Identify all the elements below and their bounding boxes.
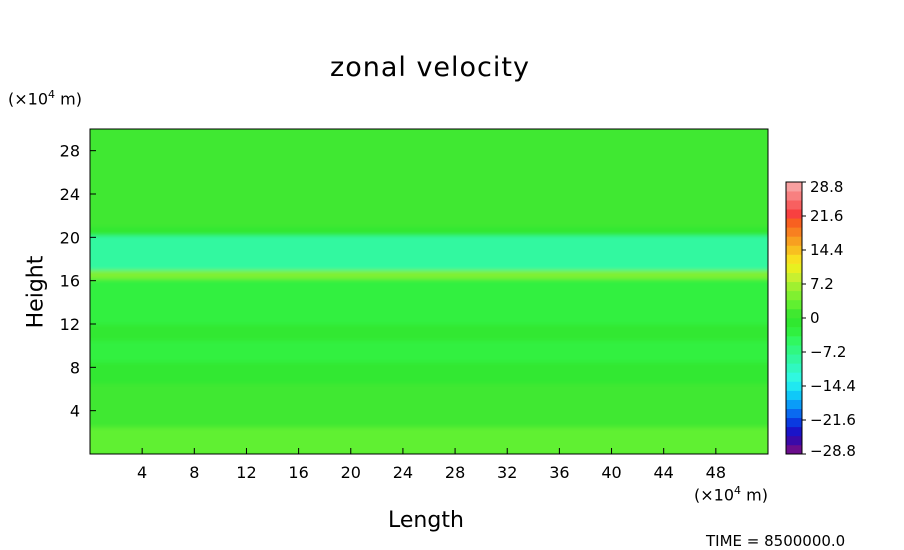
colorbar-swatch — [786, 299, 802, 310]
x-tick-label: 40 — [601, 463, 621, 482]
colorbar-swatch — [786, 245, 802, 255]
plot-frame — [89, 128, 769, 455]
y-axis: 4 8 12 16 20 24 28 — [60, 142, 96, 421]
y-tick-label: 28 — [60, 142, 80, 161]
colorbar-swatch — [786, 444, 802, 455]
x-tick-label: 36 — [549, 463, 569, 482]
colorbar-swatch — [786, 272, 802, 283]
colorbar-label: 21.6 — [810, 207, 843, 225]
colorbar-swatch — [786, 435, 802, 446]
x-tick-label: 28 — [445, 463, 465, 482]
y-tick-label: 20 — [60, 228, 80, 247]
colorbar-label: −14.4 — [810, 377, 856, 395]
colorbar-swatch — [786, 345, 802, 355]
x-tick-label: 20 — [341, 463, 361, 482]
colorbar-swatch — [786, 354, 802, 364]
x-tick-label: 48 — [706, 463, 726, 482]
y-unit-label: (×104 m) — [8, 88, 82, 108]
colorbar-swatch — [786, 200, 802, 210]
y-tick-label: 24 — [60, 185, 80, 204]
colorbar-swatch — [786, 318, 802, 328]
colorbar-swatch — [786, 236, 802, 246]
x-axis: 4 8 12 16 20 24 28 32 36 40 44 48 — [137, 448, 726, 482]
colorbar-label: 14.4 — [810, 241, 843, 259]
colorbar-swatch — [786, 390, 802, 400]
colorbar-swatch — [786, 381, 802, 391]
colorbar-swatch — [786, 417, 802, 428]
y-tick-label: 8 — [70, 358, 80, 377]
y-tick-label: 16 — [60, 272, 80, 291]
colorbar-swatch — [786, 327, 802, 337]
x-tick-label: 4 — [137, 463, 147, 482]
colorbar-swatch — [786, 281, 802, 292]
x-tick-label: 12 — [236, 463, 256, 482]
heatmap-band — [90, 278, 768, 325]
heatmap-band — [90, 383, 768, 428]
colorbar-swatch — [786, 399, 802, 409]
x-unit-text: (×10 — [694, 485, 735, 505]
x-tick-label: 8 — [189, 463, 199, 482]
colorbar: 28.8 21.6 14.4 7.2 0 −7.2 −14.4 −21.6 −28.8 — [785, 178, 856, 460]
x-tick-label: 44 — [654, 463, 674, 482]
heatmap-band — [90, 129, 768, 227]
colorbar-label: −21.6 — [810, 411, 856, 429]
heatmap-band — [90, 361, 768, 385]
y-unit-exponent: 4 — [48, 88, 56, 101]
colorbar-swatch — [786, 290, 802, 301]
colorbar-label: −7.2 — [810, 343, 846, 361]
colorbar-label: 7.2 — [810, 275, 834, 293]
colorbar-swatch — [786, 408, 802, 419]
y-unit-text: (×10 — [8, 89, 49, 109]
colorbar-swatch — [786, 254, 802, 264]
colorbar-swatch — [786, 363, 802, 373]
colorbar-swatch — [786, 209, 802, 219]
x-unit-label: (×104 m) — [694, 484, 768, 504]
colorbar-label: −28.8 — [810, 442, 856, 460]
colorbar-swatch — [786, 218, 802, 228]
x-unit-suffix: m) — [741, 485, 768, 505]
colorbar-swatch — [786, 182, 802, 192]
x-tick-label: 24 — [393, 463, 413, 482]
colorbar-swatch — [786, 227, 802, 237]
heatmap-band — [90, 426, 768, 454]
colorbar-swatch — [786, 263, 802, 273]
y-tick-label: 12 — [60, 315, 80, 334]
colorbar-swatch — [786, 191, 802, 201]
y-unit-suffix: m) — [55, 89, 82, 109]
heatmap-field — [90, 129, 768, 454]
colorbar-swatch — [786, 426, 802, 437]
colorbar-label: 28.8 — [810, 178, 843, 196]
heatmap-band — [90, 269, 768, 279]
heatmap-band — [90, 234, 768, 271]
x-axis-label: Length — [388, 508, 464, 533]
heatmap-bands — [90, 129, 768, 454]
colorbar-label: 0 — [810, 309, 820, 327]
chart-title: zonal velocity — [330, 52, 530, 83]
x-tick-label: 32 — [497, 463, 517, 482]
colorbar-swatch — [786, 336, 802, 346]
colorbar-swatch — [786, 372, 802, 382]
heatmap-band — [90, 323, 768, 341]
heatmap-band — [90, 339, 768, 363]
y-tick-label: 4 — [70, 402, 80, 421]
x-unit-exponent: 4 — [734, 484, 742, 497]
heatmap-band — [90, 226, 768, 236]
x-tick-label: 16 — [288, 463, 308, 482]
colorbar-swatch — [786, 308, 802, 319]
